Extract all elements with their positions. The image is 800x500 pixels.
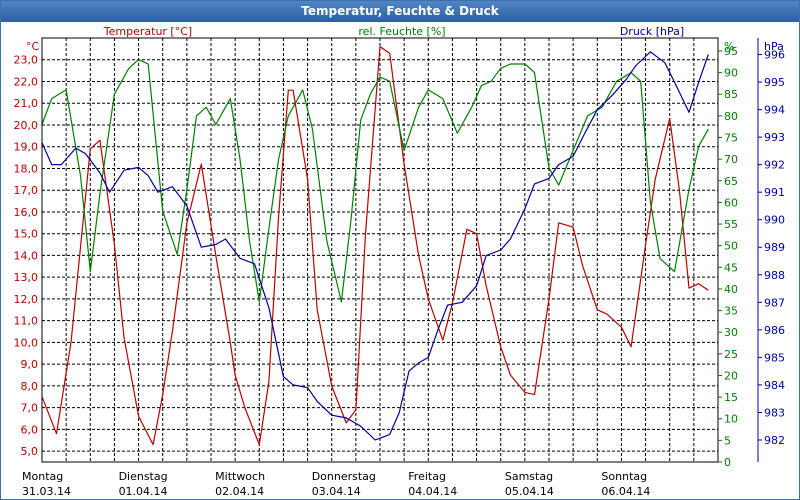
- day-date-label: 03.04.14: [312, 485, 361, 498]
- legend-temperature: Temperatur [°C]: [103, 25, 192, 38]
- temperature-tick-label: 20,0: [14, 119, 39, 132]
- temperature-tick-label: 10,0: [14, 336, 39, 349]
- day-date-label: 01.04.14: [119, 485, 168, 498]
- humidity-tick-label: 5: [724, 434, 731, 447]
- humidity-tick-label: 60: [724, 196, 738, 209]
- humidity-tick-label: 80: [724, 110, 738, 123]
- temperature-tick-label: 13,0: [14, 271, 39, 284]
- pressure-tick-label: 994: [764, 104, 785, 117]
- temperature-tick-label: 23,0: [14, 54, 39, 67]
- humidity-tick-label: 0: [724, 456, 731, 469]
- humidity-tick-label: 20: [724, 369, 738, 382]
- humidity-tick-label: 25: [724, 348, 738, 361]
- humidity-tick-label: 45: [724, 261, 738, 274]
- pressure-tick-label: 985: [764, 351, 785, 364]
- temperature-tick-label: 22,0: [14, 75, 39, 88]
- temperature-tick-label: 11,0: [14, 315, 39, 328]
- pressure-tick-label: 987: [764, 296, 785, 309]
- pressure-tick-label: 990: [764, 214, 785, 227]
- temperature-tick-label: 19,0: [14, 141, 39, 154]
- pressure-tick-label: 982: [764, 434, 785, 447]
- humidity-tick-label: 30: [724, 326, 738, 339]
- temperature-tick-label: 7,0: [21, 402, 39, 415]
- pressure-tick-label: 991: [764, 186, 785, 199]
- temperature-tick-label: 16,0: [14, 206, 39, 219]
- axis-label-layer: °C % hPa Temperatur [°C] rel. Feuchte [%…: [26, 25, 784, 53]
- humidity-tick-label: 50: [724, 240, 738, 253]
- humidity-line: [41, 58, 709, 303]
- pressure-tick-label: 989: [764, 241, 785, 254]
- day-weekday-label: Mittwoch: [215, 470, 265, 483]
- humidity-axis-unit: %: [724, 40, 734, 53]
- humidity-tick-label: 15: [724, 391, 738, 404]
- temperature-line: [41, 46, 709, 446]
- legend-pressure: Druck [hPa]: [620, 25, 684, 38]
- day-weekday-label: Montag: [22, 470, 63, 483]
- temperature-tick-label: 14,0: [14, 249, 39, 262]
- humidity-tick-label: 85: [724, 88, 738, 101]
- pressure-tick-label: 992: [764, 159, 785, 172]
- day-weekday-label: Sonntag: [601, 470, 647, 483]
- series-layer: [41, 46, 709, 446]
- temperature-tick-label: 18,0: [14, 162, 39, 175]
- day-weekday-label: Samstag: [505, 470, 553, 483]
- day-date-label: 05.04.14: [505, 485, 554, 498]
- day-date-label: 04.04.14: [408, 485, 457, 498]
- temperature-tick-label: 12,0: [14, 293, 39, 306]
- pressure-tick-label: 996: [764, 49, 785, 62]
- pressure-tick-label: 983: [764, 406, 785, 419]
- temperature-tick-label: 15,0: [14, 228, 39, 241]
- day-weekday-label: Freitag: [408, 470, 446, 483]
- humidity-tick-label: 65: [724, 175, 738, 188]
- humidity-tick-label: 90: [724, 67, 738, 80]
- day-weekday-label: Donnerstag: [312, 470, 376, 483]
- pressure-tick-label: 986: [764, 324, 785, 337]
- humidity-tick-label: 75: [724, 132, 738, 145]
- window-title: Temperatur, Feuchte & Druck: [1, 1, 799, 22]
- day-weekday-label: Dienstag: [119, 470, 168, 483]
- pressure-line: [41, 51, 709, 441]
- pressure-tick-label: 993: [764, 131, 785, 144]
- pressure-tick-label: 995: [764, 76, 785, 89]
- humidity-tick-label: 35: [724, 305, 738, 318]
- humidity-tick-label: 95: [724, 45, 738, 58]
- temperature-tick-label: 21,0: [14, 97, 39, 110]
- pressure-axis-unit: hPa: [764, 40, 784, 53]
- day-date-label: 02.04.14: [215, 485, 264, 498]
- temperature-tick-label: 5,0: [21, 445, 39, 458]
- chart-grid: [42, 38, 718, 462]
- day-date-label: 06.04.14: [601, 485, 650, 498]
- day-date-label: 31.03.14: [22, 485, 71, 498]
- axis-layer: 5,0 6,0 7,0 8,0 9,0 10,0 11,0 12,0 13,0 14,0 15,0 1…: [14, 37, 785, 498]
- temperature-tick-label: 8,0: [21, 380, 39, 393]
- humidity-tick-label: 40: [724, 283, 738, 296]
- temperature-axis-unit: °C: [26, 40, 40, 53]
- humidity-tick-label: 70: [724, 153, 738, 166]
- pressure-tick-label: 988: [764, 269, 785, 282]
- humidity-tick-label: 55: [724, 218, 738, 231]
- temperature-tick-label: 6,0: [21, 423, 39, 436]
- temperature-tick-label: 17,0: [14, 184, 39, 197]
- temperature-tick-label: 9,0: [21, 358, 39, 371]
- pressure-tick-label: 984: [764, 379, 785, 392]
- legend-humidity: rel. Feuchte [%]: [358, 25, 445, 38]
- humidity-tick-label: 10: [724, 413, 738, 426]
- plot-frame: [41, 37, 719, 463]
